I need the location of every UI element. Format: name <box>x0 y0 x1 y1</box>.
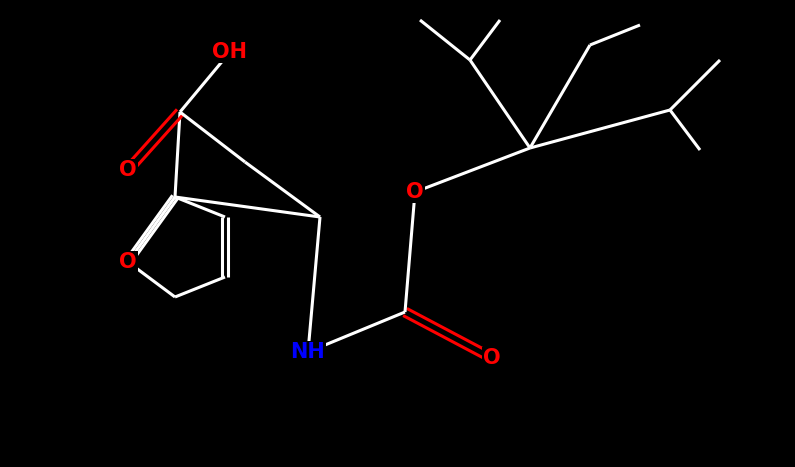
Text: O: O <box>406 182 424 202</box>
Text: O: O <box>119 252 137 272</box>
Text: OH: OH <box>212 42 247 62</box>
Text: O: O <box>483 348 501 368</box>
Text: NH: NH <box>291 342 325 362</box>
Text: O: O <box>119 160 137 180</box>
